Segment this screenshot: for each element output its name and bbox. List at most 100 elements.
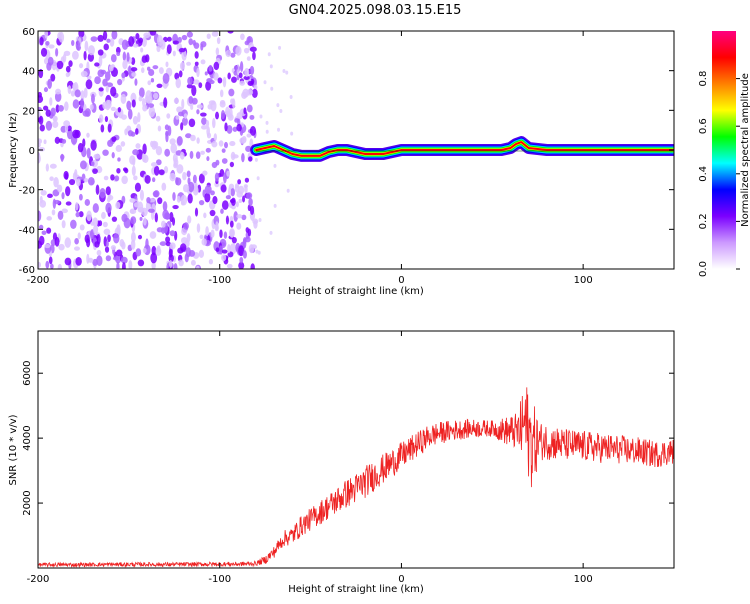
noise-cell bbox=[187, 193, 193, 204]
noise-cell bbox=[138, 96, 143, 102]
noise-cell bbox=[133, 175, 138, 181]
noise-cell bbox=[206, 132, 212, 139]
noise-cell bbox=[87, 176, 95, 186]
noise-cell bbox=[115, 201, 121, 209]
noise-cell bbox=[205, 147, 211, 153]
noise-cell bbox=[61, 138, 67, 144]
noise-cell bbox=[157, 197, 163, 205]
noise-cell bbox=[188, 250, 196, 257]
noise-cell bbox=[137, 259, 145, 267]
noise-cell bbox=[193, 79, 200, 85]
noise-cell bbox=[215, 221, 219, 231]
noise-cell bbox=[225, 106, 230, 116]
noise-cell bbox=[244, 185, 248, 194]
noise-cell bbox=[115, 249, 123, 257]
spectrogram-noise bbox=[38, 31, 294, 269]
snr-x-tick-label: 100 bbox=[574, 574, 593, 585]
noise-cell bbox=[77, 232, 81, 240]
noise-cell bbox=[156, 45, 161, 53]
noise-cell bbox=[253, 84, 258, 90]
noise-cell bbox=[243, 47, 250, 54]
noise-cell bbox=[83, 178, 89, 183]
noise-cell bbox=[205, 226, 209, 237]
noise-cell bbox=[40, 47, 48, 57]
noise-cell bbox=[150, 252, 158, 264]
noise-cell bbox=[196, 109, 200, 115]
noise-cell bbox=[115, 255, 122, 264]
noise-cell bbox=[132, 149, 139, 156]
noise-cell bbox=[104, 115, 109, 123]
noise-cell bbox=[105, 202, 112, 214]
noise-cell bbox=[93, 153, 101, 160]
noise-cell bbox=[120, 141, 126, 147]
noise-cell bbox=[241, 153, 245, 163]
spectrogram-y-tick-label: 60 bbox=[22, 27, 35, 38]
noise-cell bbox=[98, 87, 104, 92]
noise-cell bbox=[49, 176, 54, 182]
noise-cell bbox=[269, 64, 273, 69]
noise-cell bbox=[172, 40, 179, 45]
noise-cell bbox=[200, 150, 205, 155]
noise-cell bbox=[187, 215, 192, 224]
noise-cell bbox=[238, 198, 243, 204]
noise-cell bbox=[181, 98, 185, 110]
noise-cell bbox=[246, 192, 253, 200]
noise-cell bbox=[176, 164, 184, 174]
noise-cell bbox=[194, 51, 199, 59]
noise-cell bbox=[239, 80, 246, 86]
noise-cell bbox=[153, 165, 160, 176]
noise-cell bbox=[116, 167, 121, 174]
noise-cell bbox=[49, 163, 57, 169]
noise-cell bbox=[194, 207, 199, 217]
noise-cell bbox=[186, 233, 191, 243]
noise-cell bbox=[113, 233, 120, 244]
noise-cell bbox=[102, 221, 108, 228]
noise-cell bbox=[38, 115, 44, 125]
noise-cell bbox=[214, 172, 220, 182]
snr-x-tick-label: -100 bbox=[208, 574, 231, 585]
noise-cell bbox=[198, 199, 205, 206]
noise-cell bbox=[151, 261, 156, 269]
noise-cell bbox=[183, 184, 190, 193]
noise-cell bbox=[137, 201, 144, 213]
noise-cell bbox=[141, 152, 147, 163]
noise-cell bbox=[90, 36, 98, 42]
noise-cell bbox=[191, 85, 197, 97]
noise-cell bbox=[213, 61, 220, 71]
noise-cell bbox=[227, 244, 231, 254]
noise-cell bbox=[246, 133, 252, 138]
noise-cell bbox=[130, 231, 136, 243]
noise-cell bbox=[173, 97, 180, 104]
noise-cell bbox=[131, 72, 137, 77]
colorbar: 0.0 0.2 0.4 0.6 0.8 Normalized spectral ampl… bbox=[698, 31, 750, 277]
noise-cell bbox=[178, 70, 183, 78]
noise-cell bbox=[169, 172, 176, 182]
noise-cell bbox=[139, 189, 144, 201]
noise-cell bbox=[86, 253, 90, 264]
noise-cell bbox=[61, 192, 65, 200]
noise-cell bbox=[89, 104, 94, 111]
noise-cell bbox=[238, 72, 243, 79]
noise-cell bbox=[247, 204, 252, 212]
noise-cell bbox=[122, 51, 127, 62]
noise-cell bbox=[38, 210, 42, 222]
noise-cell bbox=[236, 74, 240, 81]
noise-cell bbox=[180, 200, 185, 206]
noise-cell bbox=[246, 104, 253, 113]
noise-cell bbox=[38, 261, 42, 268]
ridge-layer-5 bbox=[255, 141, 674, 157]
noise-cell bbox=[169, 230, 176, 237]
noise-cell bbox=[139, 216, 143, 221]
noise-cell bbox=[152, 92, 159, 100]
snr-marks bbox=[38, 387, 674, 568]
noise-cell bbox=[121, 39, 129, 50]
noise-cell bbox=[269, 230, 273, 235]
noise-cell bbox=[224, 141, 228, 149]
noise-cell bbox=[72, 83, 77, 91]
noise-cell bbox=[92, 203, 99, 213]
noise-cell bbox=[170, 143, 178, 154]
noise-cell bbox=[142, 104, 148, 112]
noise-cell bbox=[172, 50, 176, 57]
colorbar-ramp bbox=[712, 31, 736, 269]
noise-cell bbox=[98, 55, 103, 67]
